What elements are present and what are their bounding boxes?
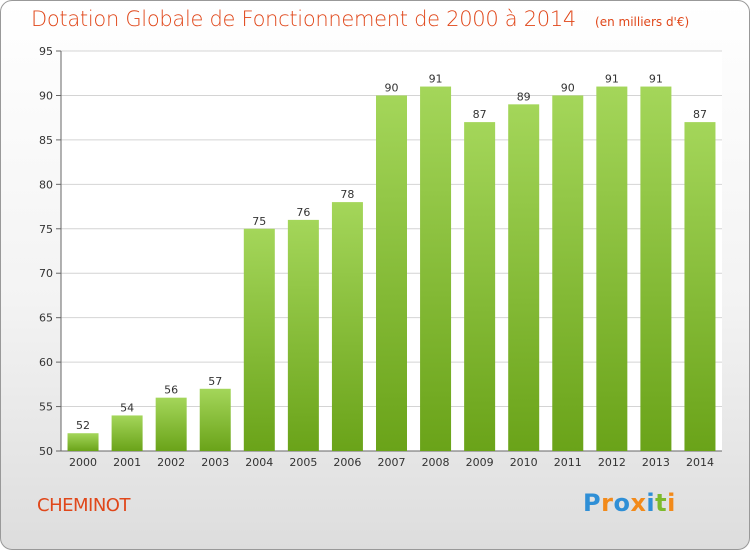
x-tick-label: 2002 <box>157 456 185 469</box>
x-tick-label: 2001 <box>113 456 141 469</box>
x-tick-label: 2010 <box>510 456 538 469</box>
logo-letter: x <box>630 489 647 517</box>
x-tick-label: 2014 <box>686 456 714 469</box>
bar <box>640 86 672 452</box>
y-tick-label: 50 <box>39 445 53 458</box>
chart-subtitle: (en milliers d'€) <box>595 15 690 29</box>
y-tick-label: 85 <box>39 134 53 147</box>
bar <box>243 228 275 451</box>
bar-value-label: 90 <box>561 81 575 94</box>
y-tick-label: 70 <box>39 267 53 280</box>
bar-value-label: 87 <box>473 108 487 121</box>
logo-letter: i <box>646 489 656 517</box>
logo-letter: P <box>583 489 602 517</box>
bar-value-label: 56 <box>164 384 178 397</box>
bar <box>464 122 496 451</box>
logo-letter: i <box>667 489 676 517</box>
bar <box>684 122 716 451</box>
bar-value-label: 57 <box>208 375 222 388</box>
bar <box>331 202 363 451</box>
x-tick-label: 2009 <box>466 456 494 469</box>
x-tick-label: 2008 <box>422 456 450 469</box>
bar <box>376 95 407 451</box>
x-tick-label: 2000 <box>69 456 97 469</box>
x-tick-label: 2013 <box>642 456 670 469</box>
x-tick-label: 2004 <box>245 456 273 469</box>
bar <box>67 433 99 451</box>
proxiti-logo: Proxiti <box>583 489 676 517</box>
x-tick-label: 2011 <box>554 456 582 469</box>
y-tick-label: 65 <box>39 312 53 325</box>
bar <box>287 219 319 451</box>
bar <box>508 104 540 451</box>
logo-letter: t <box>655 489 668 517</box>
x-tick-label: 2006 <box>333 456 361 469</box>
bar <box>596 86 628 452</box>
bar-value-label: 78 <box>340 188 354 201</box>
bar <box>420 86 452 452</box>
bar-value-label: 52 <box>76 419 90 432</box>
bar-value-label: 75 <box>252 215 266 228</box>
y-tick-label: 75 <box>39 223 53 236</box>
bar <box>111 415 143 451</box>
chart-title: Dotation Globale de Fonctionnement de 20… <box>31 7 576 31</box>
bar-value-label: 91 <box>605 73 619 86</box>
y-tick-label: 95 <box>39 45 53 58</box>
y-tick-label: 60 <box>39 356 53 369</box>
bar-value-label: 89 <box>517 90 531 103</box>
bar-value-label: 91 <box>649 73 663 86</box>
bar-value-label: 91 <box>429 73 443 86</box>
logo-letter: r <box>601 489 614 517</box>
x-tick-label: 2012 <box>598 456 626 469</box>
x-tick-label: 2007 <box>378 456 406 469</box>
bar-value-label: 54 <box>120 401 134 414</box>
y-tick-label: 80 <box>39 178 53 191</box>
x-tick-label: 2003 <box>201 456 229 469</box>
bar <box>552 95 584 451</box>
bar-value-label: 90 <box>385 81 399 94</box>
commune-name: CHEMINOT <box>37 495 130 516</box>
title-row: Dotation Globale de Fonctionnement de 20… <box>31 7 689 31</box>
bar-value-label: 76 <box>296 206 310 219</box>
y-tick-label: 55 <box>39 401 53 414</box>
y-tick-label: 90 <box>39 89 53 102</box>
bar <box>155 397 187 451</box>
bar-value-label: 87 <box>693 108 707 121</box>
bar <box>199 388 231 451</box>
x-tick-label: 2005 <box>289 456 317 469</box>
logo-letter: o <box>613 489 631 517</box>
